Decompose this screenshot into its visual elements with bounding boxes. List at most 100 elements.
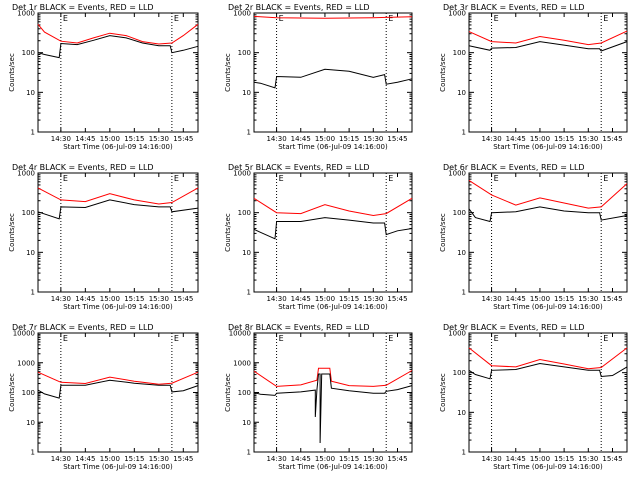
- y-tick-label: 1000: [17, 170, 35, 178]
- x-tick-label: 15:00: [530, 135, 550, 143]
- series-line-lld: [253, 15, 413, 19]
- y-tick-label: 1: [31, 289, 35, 297]
- x-tick-label: 15:30: [578, 455, 598, 463]
- y-tick-label: 100: [238, 209, 251, 217]
- series-line-events: [468, 206, 628, 223]
- y-tick-label: 10: [242, 249, 251, 257]
- series-line-events: [468, 362, 628, 380]
- y-tick-label: 1: [31, 449, 35, 457]
- y-tick-label: 10: [457, 89, 466, 97]
- chart-title: Det 6r BLACK = Events, RED = LLD: [443, 163, 585, 172]
- x-axis-label: Start Time (06-Jul-09 14:16:00): [493, 463, 603, 471]
- x-tick-label: 15:00: [315, 135, 335, 143]
- time-marker-label: E: [63, 334, 68, 343]
- time-marker-label: E: [174, 334, 179, 343]
- x-tick-label: 14:45: [291, 135, 311, 143]
- x-tick-label: 14:30: [51, 455, 71, 463]
- time-marker-label: E: [174, 174, 179, 183]
- series-line-lld: [37, 23, 199, 45]
- x-tick-label: 14:30: [481, 295, 501, 303]
- x-tick-label: 15:45: [602, 455, 622, 463]
- y-tick-label: 1: [462, 449, 466, 457]
- x-tick-label: 15:15: [554, 135, 574, 143]
- plot-frame: [468, 332, 628, 453]
- y-tick-label: 10000: [229, 330, 251, 338]
- chart-title: Det 9r BLACK = Events, RED = LLD: [443, 323, 585, 332]
- plot-frame: [37, 12, 199, 133]
- chart-title: Det 8r BLACK = Events, RED = LLD: [228, 323, 370, 332]
- y-axis-label: Counts/sec: [224, 213, 232, 252]
- x-tick-label: 14:45: [291, 455, 311, 463]
- y-tick-label: 10: [26, 249, 35, 257]
- x-tick-label: 14:30: [266, 295, 286, 303]
- plot-frame: [468, 12, 628, 133]
- y-tick-label: 1000: [17, 10, 35, 18]
- x-tick-label: 15:30: [149, 455, 169, 463]
- y-tick-label: 1: [247, 289, 251, 297]
- chart-panel-8: Det 8r BLACK = Events, RED = LLD 1 10 100 10…: [224, 323, 413, 471]
- y-tick-label: 1000: [448, 170, 466, 178]
- x-tick-label: 14:30: [481, 135, 501, 143]
- y-tick-label: 1: [462, 289, 466, 297]
- x-tick-label: 15:30: [578, 295, 598, 303]
- y-axis-label: Counts/sec: [8, 373, 16, 412]
- y-axis-label: Counts/sec: [439, 373, 447, 412]
- y-tick-label: 100: [453, 209, 466, 217]
- series-line-lld: [37, 371, 199, 385]
- plot-frame: [37, 172, 199, 293]
- series-line-lld: [468, 30, 628, 46]
- y-tick-label: 1000: [17, 359, 35, 367]
- time-marker-label: E: [388, 14, 393, 23]
- x-axis-label: Start Time (06-Jul-09 14:16:00): [278, 463, 388, 471]
- x-tick-label: 15:15: [554, 295, 574, 303]
- x-tick-label: 14:30: [266, 455, 286, 463]
- x-axis-label: Start Time (06-Jul-09 14:16:00): [278, 143, 388, 151]
- time-marker-label: E: [494, 334, 499, 343]
- plot-frame: [253, 12, 413, 133]
- x-tick-label: 15:00: [100, 455, 120, 463]
- x-tick-label: 15:30: [363, 295, 383, 303]
- series-line-events: [37, 379, 199, 399]
- x-tick-label: 15:00: [100, 295, 120, 303]
- time-marker-label: E: [279, 14, 284, 23]
- y-axis-label: Counts/sec: [224, 53, 232, 92]
- x-tick-label: 14:30: [481, 455, 501, 463]
- x-tick-label: 15:00: [530, 295, 550, 303]
- x-tick-label: 15:45: [387, 135, 407, 143]
- x-tick-label: 15:15: [339, 135, 359, 143]
- x-tick-label: 15:00: [100, 135, 120, 143]
- x-tick-label: 15:00: [315, 455, 335, 463]
- y-axis-label: Counts/sec: [8, 213, 16, 252]
- time-marker-label: E: [388, 334, 393, 343]
- series-line-lld: [468, 179, 628, 209]
- x-tick-label: 15:30: [149, 295, 169, 303]
- chart-title: Det 3r BLACK = Events, RED = LLD: [443, 3, 585, 12]
- series-line-events: [468, 41, 628, 52]
- time-marker-label: E: [603, 334, 608, 343]
- time-marker-label: E: [63, 14, 68, 23]
- x-tick-label: 15:15: [124, 455, 144, 463]
- x-tick-label: 15:45: [173, 455, 193, 463]
- y-tick-label: 100: [22, 209, 35, 217]
- series-line-events: [37, 199, 199, 220]
- x-tick-label: 14:45: [75, 455, 95, 463]
- time-marker-label: E: [279, 174, 284, 183]
- y-axis-label: Counts/sec: [439, 213, 447, 252]
- y-tick-label: 100: [453, 369, 466, 377]
- y-tick-label: 10: [26, 89, 35, 97]
- chart-title: Det 7r BLACK = Events, RED = LLD: [12, 323, 154, 332]
- y-tick-label: 100: [22, 389, 35, 397]
- y-tick-label: 1: [247, 129, 251, 137]
- chart-title: Det 5r BLACK = Events, RED = LLD: [228, 163, 370, 172]
- chart-title: Det 4r BLACK = Events, RED = LLD: [12, 163, 154, 172]
- y-tick-label: 1: [31, 129, 35, 137]
- series-line-lld: [253, 367, 413, 387]
- y-tick-label: 10000: [13, 330, 35, 338]
- y-tick-label: 10: [457, 249, 466, 257]
- series-line-lld: [253, 197, 413, 217]
- y-tick-label: 10: [457, 409, 466, 417]
- y-tick-label: 1000: [233, 10, 251, 18]
- x-tick-label: 14:30: [266, 135, 286, 143]
- y-tick-label: 1000: [448, 330, 466, 338]
- y-tick-label: 1: [462, 129, 466, 137]
